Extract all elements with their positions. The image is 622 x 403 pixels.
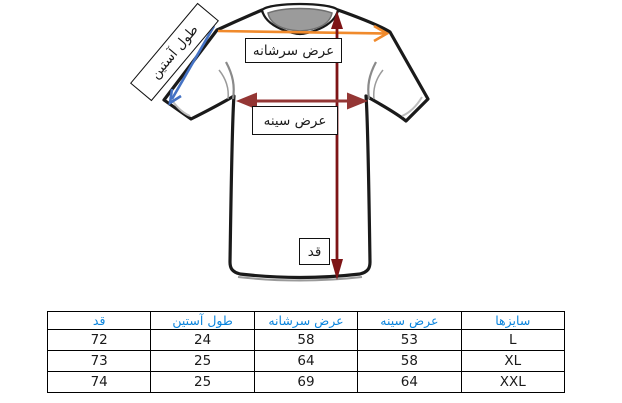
- header-sleeve-length: طول آستین: [150, 311, 255, 330]
- hem-shadow: [237, 276, 363, 282]
- table-cell: 72: [46, 329, 152, 351]
- tshirt-diagram: [162, 2, 430, 282]
- table-cell: 73: [46, 350, 152, 372]
- shoulder-width-label: عرض سرشانه: [245, 38, 342, 63]
- header-shoulder-width: عرض سرشانه: [253, 311, 359, 330]
- table-cell-size: XL: [460, 350, 566, 372]
- length-arrowhead-top: [331, 11, 343, 29]
- length-label: قد: [299, 238, 330, 265]
- table-cell: 24: [150, 329, 255, 351]
- left-armpit-shade: [225, 61, 235, 100]
- right-sleeve-shade: [401, 96, 423, 117]
- table-cell: 58: [357, 350, 462, 372]
- table-cell-size: L: [460, 329, 566, 351]
- header-sizes: سایزها: [460, 311, 566, 330]
- table-cell: 58: [253, 329, 359, 351]
- table-cell: 53: [357, 329, 462, 351]
- table-cell: 25: [150, 371, 255, 393]
- shoulder-width-arrowhead: [373, 24, 390, 43]
- table-cell: 64: [357, 371, 462, 393]
- table-cell: 69: [253, 371, 359, 393]
- header-chest-width: عرض سینه: [357, 311, 462, 330]
- table-row-size-l: 72 24 58 53 L: [46, 329, 566, 351]
- chest-width-arrowhead-right: [347, 92, 368, 110]
- chest-width-label: عرض سینه: [252, 106, 338, 135]
- table-row-size-xl: 73 25 64 58 XL: [46, 350, 566, 372]
- sleeve-length-arrow-line: [170, 25, 216, 100]
- size-table-header-row: قد طول آستین عرض سرشانه عرض سینه سایزها: [46, 311, 566, 330]
- table-cell: 64: [253, 350, 359, 372]
- chest-width-arrowhead-left: [236, 92, 257, 110]
- collar-inner: [267, 7, 333, 32]
- table-cell: 74: [46, 371, 152, 393]
- size-table: قد طول آستین عرض سرشانه عرض سینه سایزها …: [46, 311, 566, 393]
- header-length: قد: [46, 311, 152, 330]
- left-armpit-shade2: [218, 69, 229, 100]
- right-armpit-shade2: [373, 69, 384, 100]
- table-cell: 25: [150, 350, 255, 372]
- tshirt-outline: [162, 8, 430, 280]
- shoulder-width-arrow-line: [217, 29, 386, 35]
- table-cell-size: XXL: [460, 371, 566, 393]
- table-row-size-xxl: 74 25 69 64 XXL: [46, 371, 566, 393]
- sleeve-length-arrowhead: [168, 88, 182, 106]
- right-armpit-shade: [367, 61, 377, 100]
- length-arrowhead-bottom: [331, 259, 343, 280]
